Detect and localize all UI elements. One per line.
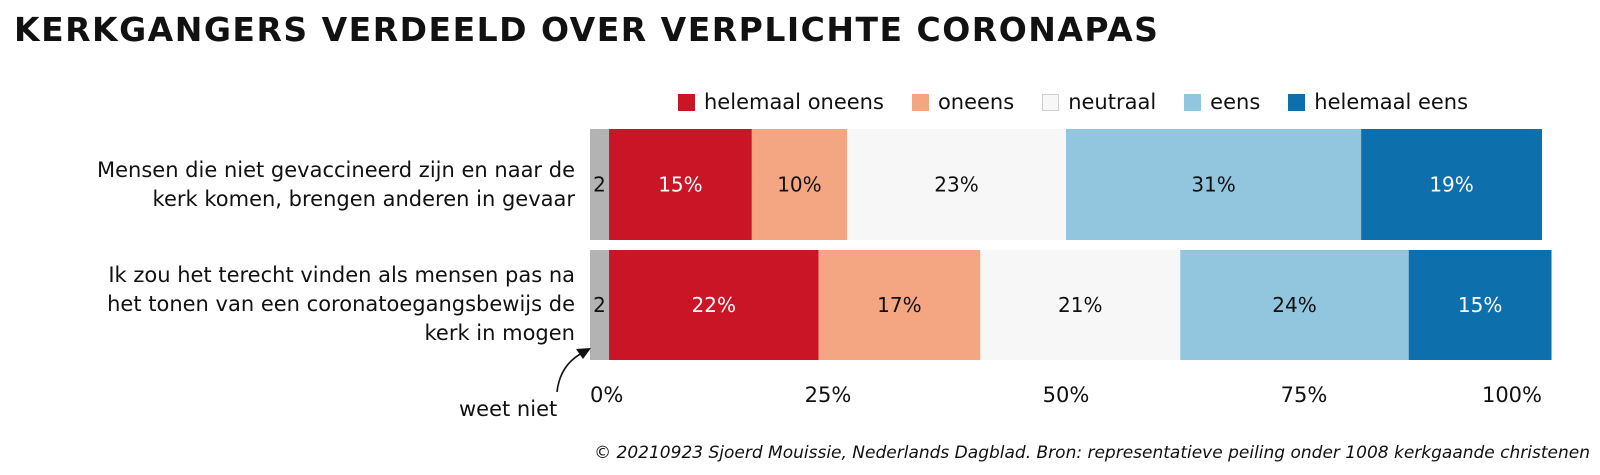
- data-label-helemaal-oneens-row-2: 22%: [692, 293, 736, 317]
- data-label-oneens-row-1: 10%: [777, 173, 821, 197]
- x-tick-label: 25%: [805, 383, 852, 407]
- x-tick-label: 50%: [1043, 383, 1090, 407]
- x-tick-label: 0%: [590, 383, 623, 407]
- credit-line: © 20210923 Sjoerd Mouissie, Nederlands D…: [594, 443, 1590, 463]
- data-label-helemaal-eens-row-1: 19%: [1429, 173, 1473, 197]
- data-label-helemaal-oneens-row-1: 15%: [658, 173, 702, 197]
- legend-label: neutraal: [1068, 90, 1157, 114]
- row-label-line: Ik zou het terecht vinden als mensen pas…: [108, 263, 575, 287]
- row-label-1: Mensen die niet gevaccineerd zijn en naa…: [97, 156, 575, 214]
- data-label-eens-row-2: 24%: [1272, 293, 1316, 317]
- row-label-line: het tonen van een coronatoegangsbewijs d…: [107, 292, 575, 316]
- row-label-line: kerk in mogen: [424, 321, 576, 345]
- bar-oneens-row-1: [751, 129, 848, 240]
- bar-helemaal-oneens-row-1: [609, 129, 752, 240]
- data-label-helemaal-eens-row-2: 15%: [1458, 293, 1502, 317]
- bar-oneens-row-2: [818, 250, 981, 360]
- bar-helemaal-eens-row-1: [1361, 129, 1542, 240]
- weet-niet-arrow: [556, 351, 585, 393]
- x-tick-label: 100%: [1482, 383, 1542, 407]
- bar-helemaal-eens-row-2: [1408, 250, 1552, 360]
- data-label-eens-row-1: 31%: [1191, 173, 1235, 197]
- bar-neutraal-row-1: [847, 129, 1066, 240]
- bar-weet-niet-row-1: [590, 129, 610, 240]
- x-tick-label: 75%: [1281, 383, 1328, 407]
- legend-label: helemaal eens: [1314, 90, 1469, 114]
- data-label-weet-niet-row-2: 2: [593, 293, 606, 317]
- legend-item-helemaal-oneens: helemaal oneens: [678, 90, 884, 114]
- weet-niet-arrowhead: [576, 348, 591, 359]
- bar-helemaal-oneens-row-2: [609, 250, 819, 360]
- legend-swatch: [678, 93, 695, 111]
- row-label-line: kerk komen, brengen anderen in gevaar: [152, 187, 575, 211]
- legend-item-oneens: oneens: [911, 90, 1015, 114]
- legend-item-neutraal: neutraal: [1042, 90, 1156, 114]
- chart-title: KERKGANGERS VERDEELD OVER VERPLICHTE COR…: [14, 10, 1160, 49]
- legend-swatch: [1288, 93, 1306, 111]
- data-label-weet-niet-row-1: 2: [593, 173, 606, 197]
- legend-label: eens: [1210, 90, 1261, 114]
- data-label-neutraal-row-2: 21%: [1058, 293, 1102, 317]
- legend-swatch: [1184, 93, 1202, 111]
- legend-label: helemaal oneens: [704, 90, 884, 114]
- legend-item-helemaal-eens: helemaal eens: [1288, 90, 1468, 114]
- bar-eens-row-1: [1066, 129, 1362, 240]
- bar-eens-row-2: [1180, 250, 1409, 360]
- legend-swatch: [911, 93, 929, 111]
- legend-label: oneens: [937, 90, 1015, 114]
- legend: helemaal oneens oneens neutraal eens helemaa…: [678, 89, 1496, 115]
- legend-swatch: [1042, 93, 1060, 111]
- bar-weet-niet-row-2: [590, 250, 610, 360]
- row-label-2: Ik zou het terecht vinden als mensen pas…: [107, 261, 575, 348]
- bar-neutraal-row-2: [980, 250, 1181, 360]
- weet-niet-note: weet niet: [459, 397, 558, 421]
- data-label-oneens-row-2: 17%: [877, 293, 921, 317]
- legend-item-eens: eens: [1184, 90, 1260, 114]
- data-label-neutraal-row-1: 23%: [934, 173, 978, 197]
- row-label-line: Mensen die niet gevaccineerd zijn en naa…: [96, 158, 575, 182]
